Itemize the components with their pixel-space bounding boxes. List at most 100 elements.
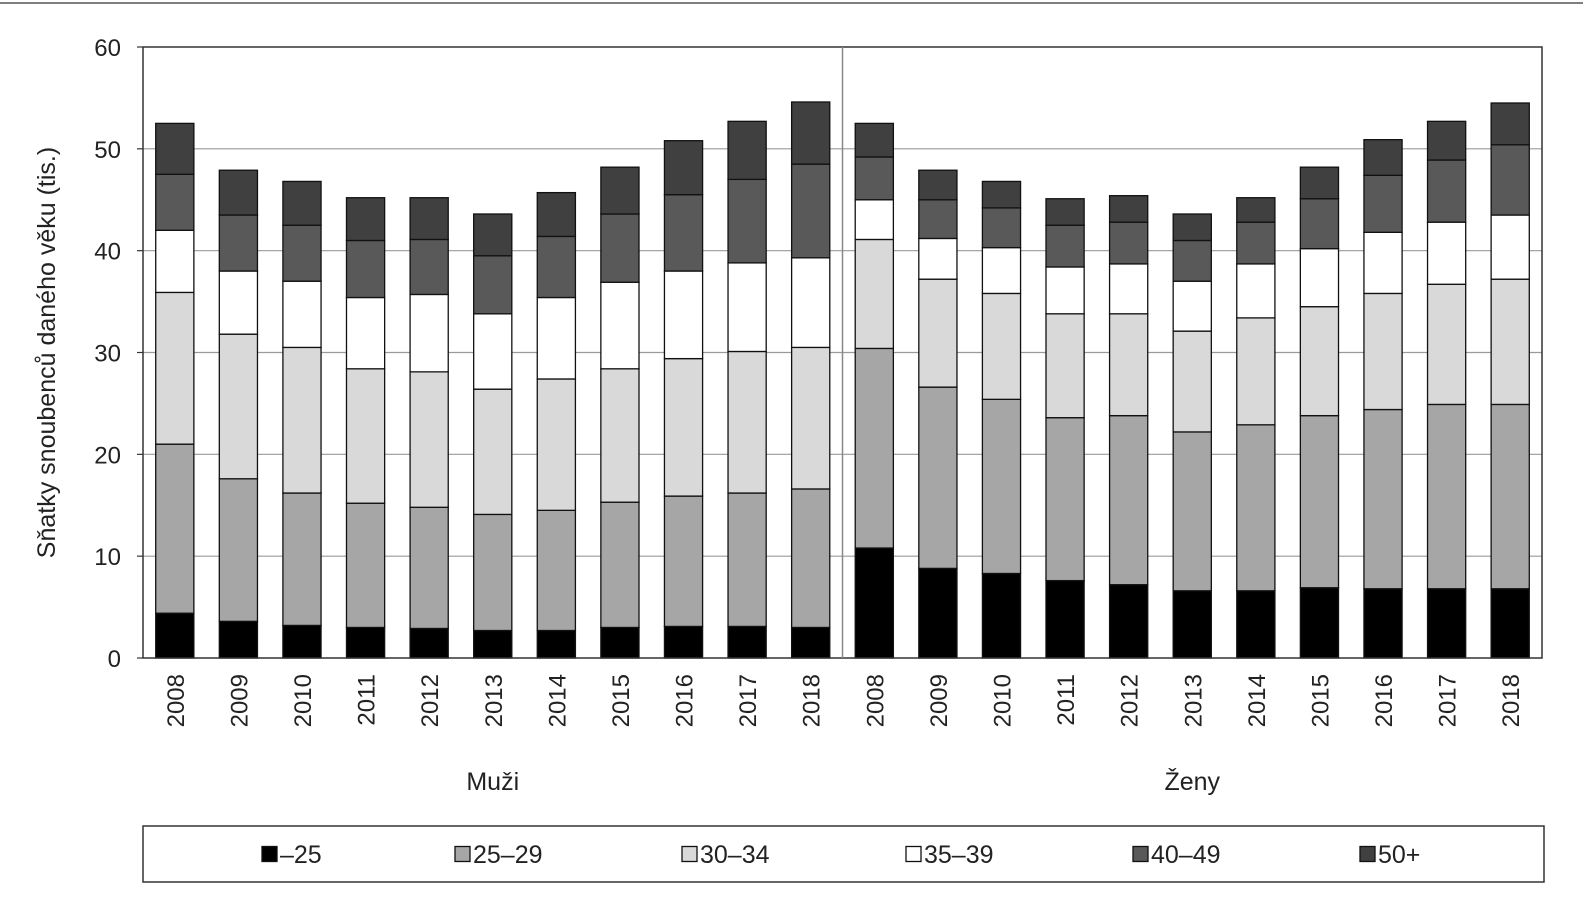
bar-segment (790, 257, 831, 349)
bar-segment (282, 224, 322, 282)
x-tick-label: 2012 (1117, 674, 1144, 727)
bar-segment (918, 386, 958, 570)
bar-segment (663, 270, 704, 360)
bar-segment (981, 180, 1022, 209)
bar-segment (1426, 403, 1467, 590)
bar-segment (536, 509, 577, 632)
bar-segment (1108, 313, 1149, 417)
x-tick-label: 2008 (862, 674, 889, 727)
legend-label: 35–39 (924, 841, 994, 869)
y-tick-label: 20 (94, 442, 121, 469)
bar-segment (663, 495, 704, 628)
legend-box (142, 825, 1545, 883)
bar-segment (1172, 213, 1212, 242)
bar-segment (600, 281, 640, 370)
bar-segment (282, 492, 322, 627)
bar-segment (1236, 263, 1276, 319)
bar-segment (1426, 588, 1467, 659)
bar-segment (854, 156, 895, 201)
bar-segment (345, 239, 386, 299)
bar-segment (600, 166, 640, 215)
legend: –25 25–29 30–34 35–39 40–49 50+ (142, 825, 1545, 883)
y-tick-label: 40 (94, 239, 121, 266)
bar-segment (663, 357, 704, 497)
bar-segment (918, 237, 958, 280)
bar-segment (1236, 590, 1276, 659)
x-tick-label: 2013 (1180, 674, 1207, 727)
bar-segment (218, 270, 259, 335)
bar-segment (1363, 408, 1403, 590)
bar-segment (473, 313, 513, 390)
bar-segment (409, 506, 449, 630)
bar-segment (1363, 231, 1403, 295)
x-tick-label: 2018 (799, 674, 826, 727)
legend-label: 40–49 (1151, 841, 1221, 869)
legend-label: 25–29 (473, 841, 543, 869)
legend-swatch (454, 845, 471, 863)
bar-segment (600, 213, 640, 283)
axis-layer: 0 10 20 30 40 50 60 2008 2009 2010 2011 2012 2013 201… (94, 35, 1525, 796)
bars-layer (155, 101, 1530, 659)
bar-segment (1108, 414, 1149, 586)
bar-segment (536, 378, 577, 511)
x-tick-label: 2008 (163, 674, 190, 727)
y-tick-label: 50 (94, 137, 121, 164)
bar-segment (663, 625, 704, 659)
bar-segment (1108, 195, 1149, 223)
bar-segment (536, 191, 577, 238)
bar-segment (854, 547, 895, 659)
bar-segment (1363, 292, 1403, 411)
bar-segment (409, 197, 449, 241)
bar-segment (1299, 414, 1340, 589)
bar-segment (282, 624, 322, 659)
legend-label: –25 (280, 841, 322, 869)
y-tick-label: 0 (108, 646, 121, 673)
bar-segment (663, 194, 704, 272)
bar-segment (600, 626, 640, 659)
bar-segment (1045, 417, 1085, 582)
bar-segment (918, 169, 958, 201)
bar-segment (1299, 306, 1340, 417)
bar-segment (155, 291, 195, 445)
bar-segment (218, 169, 259, 216)
bar-segment (1299, 166, 1340, 200)
bar-segment (218, 478, 259, 622)
bar-segment (1108, 221, 1149, 265)
bar-segment (727, 350, 767, 494)
y-tick-label: 10 (94, 544, 121, 571)
bar-segment (1172, 280, 1212, 332)
x-tick-label: 2009 (226, 674, 253, 727)
bar-segment (1299, 198, 1340, 250)
bar-segment (663, 140, 704, 196)
x-tick-label: 2010 (989, 674, 1016, 727)
x-tick-label: 2018 (1498, 674, 1525, 727)
bar-segment (473, 388, 513, 516)
bar-segment (918, 567, 958, 659)
bar-segment (1490, 403, 1530, 590)
x-tick-label: 2017 (1435, 674, 1462, 727)
bar-segment (1236, 221, 1276, 265)
bar-segment (981, 572, 1022, 659)
bar-segment (536, 296, 577, 380)
bar-segment (1299, 247, 1340, 308)
bar-segment (1172, 239, 1212, 282)
bar-segment (1172, 590, 1212, 659)
bar-segment (1490, 278, 1530, 406)
bar-segment (981, 292, 1022, 400)
bar-segment (981, 207, 1022, 249)
legend-swatch (1359, 845, 1376, 863)
bar-segment (536, 235, 577, 299)
bar-segment (854, 199, 895, 241)
bar-segment (600, 501, 640, 629)
bar-segment (1490, 144, 1530, 216)
legend-label: 30–34 (700, 841, 770, 869)
bar-segment (218, 214, 259, 272)
bar-segment (409, 627, 449, 659)
bar-segment (1045, 579, 1085, 659)
bar-segment (345, 368, 386, 504)
bar-segment (727, 492, 767, 628)
bar-segment (1426, 120, 1467, 161)
bar-segment (155, 173, 195, 231)
bar-segment (790, 626, 831, 659)
